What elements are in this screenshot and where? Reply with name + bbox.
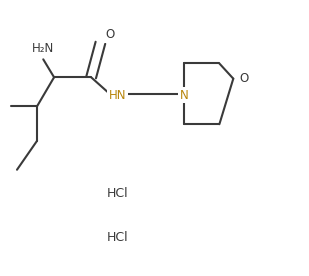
Text: O: O (239, 72, 249, 85)
Text: N: N (180, 89, 188, 102)
Text: HN: HN (109, 89, 127, 102)
Text: HCl: HCl (107, 187, 128, 200)
Text: HCl: HCl (107, 231, 128, 244)
Text: O: O (105, 28, 114, 41)
Text: H₂N: H₂N (32, 42, 54, 55)
